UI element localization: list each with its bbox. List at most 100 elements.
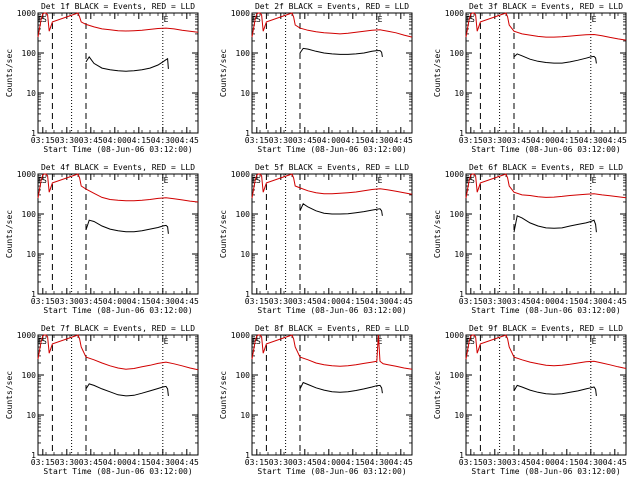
- x-axis: 03:15 03:30 03:45 04:00 04:15 04:30 04:45: [459, 13, 627, 145]
- y-tick-label: 1: [245, 290, 250, 299]
- y-axis: 1 10 100 1000: [231, 170, 412, 299]
- event-marker-S: S: [42, 337, 47, 346]
- x-tick-label: 03:15: [31, 297, 55, 306]
- x-axis-label: Start Time (08-Jun-06 03:12:00): [471, 306, 620, 315]
- x-axis: 03:15 03:30 03:45 04:00 04:15 04:30 04:45: [31, 335, 199, 467]
- y-tick-label: 100: [450, 49, 465, 58]
- x-tick-label: 04:00: [317, 297, 341, 306]
- x-tick-label: 03:45: [293, 136, 317, 145]
- y-tick-label: 1: [31, 290, 36, 299]
- x-tick-label: 04:30: [151, 297, 175, 306]
- y-tick-label: 100: [450, 210, 465, 219]
- x-tick-label: 04:00: [531, 297, 555, 306]
- event-marker-E: E: [378, 176, 383, 185]
- y-tick-label: 10: [454, 250, 464, 259]
- x-tick-label: 04:00: [103, 136, 127, 145]
- y-tick-label: 100: [236, 49, 251, 58]
- x-tick-label: 04:30: [579, 458, 603, 467]
- y-tick-label: 1000: [445, 170, 464, 179]
- x-tick-label: 04:30: [365, 458, 389, 467]
- y-axis-label: Counts/sec: [5, 49, 14, 97]
- x-tick-label: 04:30: [151, 458, 175, 467]
- event-marker-E: E: [164, 15, 169, 24]
- series-line-events: [85, 383, 169, 397]
- x-tick-label: 04:15: [127, 458, 151, 467]
- x-tick-label: 04:45: [389, 458, 413, 467]
- series-line-lld: [251, 12, 413, 38]
- chart-title: Det 5f BLACK = Events, RED = LLD: [255, 163, 409, 172]
- y-tick-label: 10: [240, 411, 250, 420]
- y-axis: 1 10 100 1000: [445, 170, 626, 299]
- y-tick-label: 1: [245, 129, 250, 138]
- plot-frame: [251, 173, 413, 295]
- x-tick-label: 04:00: [103, 297, 127, 306]
- x-tick-label: 04:15: [341, 136, 365, 145]
- event-marker-E: E: [164, 176, 169, 185]
- y-axis: 1 10 100 1000: [17, 331, 198, 460]
- x-tick-label: 04:00: [531, 136, 555, 145]
- event-marker-E-start: E: [38, 337, 43, 346]
- chart-title: Det 1f BLACK = Events, RED = LLD: [41, 2, 195, 11]
- event-marker-E: E: [378, 15, 383, 24]
- x-tick-label: 04:45: [603, 136, 627, 145]
- x-tick-label: 04:15: [341, 458, 365, 467]
- series-line-lld: [251, 334, 413, 370]
- event-marker-E-start: E: [466, 176, 471, 185]
- chart-title: Det 6f BLACK = Events, RED = LLD: [469, 163, 623, 172]
- y-tick-label: 1000: [17, 170, 36, 179]
- y-axis-label: Counts/sec: [219, 210, 228, 258]
- x-tick-label: 04:15: [127, 297, 151, 306]
- x-tick-label: 03:30: [483, 458, 507, 467]
- x-tick-label: 03:45: [79, 136, 103, 145]
- x-tick-label: 03:30: [269, 136, 293, 145]
- y-tick-label: 10: [240, 250, 250, 259]
- chart-panel-6: Det 6f BLACK = Events, RED = LLD 1 10 100 10…: [433, 163, 627, 315]
- x-axis-label: Start Time (08-Jun-06 03:12:00): [471, 467, 620, 476]
- y-tick-label: 1: [245, 451, 250, 460]
- x-tick-label: 04:15: [127, 136, 151, 145]
- x-tick-label: 03:15: [31, 458, 55, 467]
- x-tick-label: 04:15: [341, 297, 365, 306]
- event-marker-E-start: E: [252, 337, 257, 346]
- y-tick-label: 1: [459, 129, 464, 138]
- chart-title: Det 3f BLACK = Events, RED = LLD: [469, 2, 623, 11]
- series-line-lld: [37, 12, 199, 38]
- x-axis-label: Start Time (08-Jun-06 03:12:00): [43, 145, 192, 154]
- x-tick-label: 03:15: [459, 458, 483, 467]
- y-tick-label: 10: [454, 411, 464, 420]
- y-axis: 1 10 100 1000: [445, 9, 626, 138]
- event-marker-E-start: E: [466, 15, 471, 24]
- chart-title: Det 8f BLACK = Events, RED = LLD: [255, 324, 409, 333]
- x-tick-label: 03:45: [293, 297, 317, 306]
- event-marker-S: S: [256, 15, 261, 24]
- series-line-lld: [251, 173, 413, 199]
- plot-frame: [465, 334, 627, 456]
- x-tick-label: 03:30: [269, 458, 293, 467]
- plot-frame: [37, 173, 199, 295]
- x-tick-label: 04:00: [531, 458, 555, 467]
- y-axis: 1 10 100 1000: [445, 331, 626, 460]
- y-tick-label: 100: [22, 210, 37, 219]
- x-axis: 03:15 03:30 03:45 04:00 04:15 04:30 04:45: [31, 174, 199, 306]
- x-tick-label: 04:30: [579, 297, 603, 306]
- chart-panel-7: Det 7f BLACK = Events, RED = LLD 1 10 100 10…: [5, 324, 199, 476]
- y-tick-label: 1: [459, 290, 464, 299]
- x-tick-label: 03:30: [55, 297, 79, 306]
- x-tick-label: 04:45: [175, 136, 199, 145]
- chart-panel-3: Det 3f BLACK = Events, RED = LLD 1 10 100 10…: [433, 2, 627, 154]
- chart-title: Det 9f BLACK = Events, RED = LLD: [469, 324, 623, 333]
- x-tick-label: 03:15: [31, 136, 55, 145]
- x-tick-label: 04:00: [317, 136, 341, 145]
- x-tick-label: 04:30: [365, 297, 389, 306]
- x-axis: 03:15 03:30 03:45 04:00 04:15 04:30 04:45: [31, 13, 199, 145]
- chart-title: Det 2f BLACK = Events, RED = LLD: [255, 2, 409, 11]
- series-line-events: [513, 53, 597, 64]
- series-line-lld: [465, 12, 627, 41]
- event-marker-S: S: [470, 337, 475, 346]
- x-tick-label: 04:15: [555, 136, 579, 145]
- y-axis-label: Counts/sec: [433, 210, 442, 258]
- plot-frame: [251, 334, 413, 456]
- series-line-events: [85, 56, 169, 72]
- series-line-lld: [465, 173, 627, 199]
- chart-panel-9: Det 9f BLACK = Events, RED = LLD 1 10 100 10…: [433, 324, 627, 476]
